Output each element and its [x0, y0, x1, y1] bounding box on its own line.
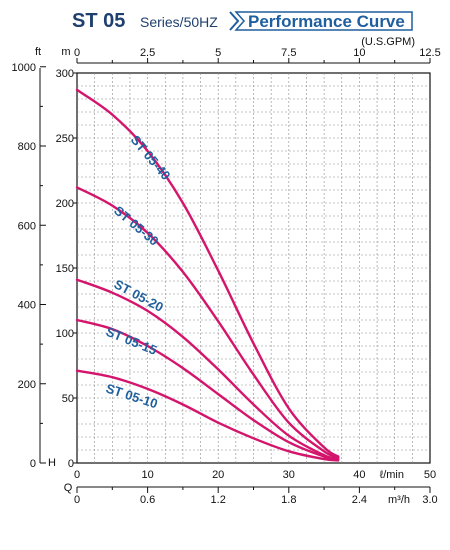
m-axis-tick-label: 300 [56, 68, 74, 80]
x-axis-tick-label: 40 [353, 469, 365, 481]
curve-st-05-10 [75, 369, 340, 462]
top-axis-tick-label: 12.5 [419, 47, 440, 59]
x-axis-tick-label: 30 [283, 469, 295, 481]
m-axis-tick-label: 200 [56, 198, 74, 210]
m3h-unit-label: m³/h [388, 494, 410, 506]
m3h-axis-tick-label: 2.4 [352, 494, 367, 506]
curves [75, 88, 340, 462]
ft-axis-tick-label: 200 [18, 379, 36, 391]
x-axis-tick-label: 20 [212, 469, 224, 481]
top-axis-tick-label: 0 [74, 47, 80, 59]
curve-st-05-40 [75, 88, 340, 458]
model-title: ST 05 [72, 10, 125, 32]
series-label: Series/50HZ [140, 14, 218, 30]
header: ST 05 Series/50HZ Performance Curve [72, 10, 413, 32]
m3h-axis-tick-label: 1.8 [281, 494, 296, 506]
m-axis-tick-label: 250 [56, 133, 74, 145]
m3h-axis-tick-label: 0.6 [140, 494, 155, 506]
lpm-unit-label: ℓ/min [380, 469, 404, 481]
m-axis-tick-label: 150 [56, 263, 74, 275]
x-axis-tick-label: 0 [74, 469, 80, 481]
top-axis-tick-label: 10 [353, 47, 365, 59]
m3h-axis-tick-label: 3.0 [422, 494, 437, 506]
title-box [234, 11, 413, 31]
curve-st-05-20 [75, 278, 340, 461]
ft-axis-tick-label: 600 [18, 220, 36, 232]
curve-st-05-15 [75, 318, 340, 461]
x-axis-tick-label: 10 [141, 469, 153, 481]
m-axis-tick-label: 100 [56, 328, 74, 340]
header-divider [229, 11, 240, 31]
flow-label: Q [64, 482, 73, 494]
head-label: H [48, 457, 56, 469]
axes: 0 2.5 5 7.5 10 12.5(U.S.GPM)02004006008001000… [12, 36, 441, 506]
top-axis-tick-label: 2.5 [140, 47, 155, 59]
ft-axis-tick-label: 800 [18, 141, 36, 153]
ft-axis-tick-label: 0 [30, 458, 36, 470]
ft-unit-label: ft [35, 46, 41, 58]
curve-title: Performance Curve [248, 12, 405, 31]
m-axis-tick-label: 0 [68, 458, 74, 470]
x-axis-tick-label: 50 [424, 469, 436, 481]
m3h-axis-tick-label: 1.2 [211, 494, 226, 506]
m3h-axis-tick-label: 0 [74, 494, 80, 506]
top-axis-tick-label: 5 [215, 47, 221, 59]
curve-st-05-30 [75, 186, 340, 459]
m-unit-label: m [61, 46, 70, 58]
ft-axis-tick-label: 400 [18, 300, 36, 312]
gpm-unit-label: (U.S.GPM) [361, 36, 415, 48]
m-axis-tick-label: 50 [62, 393, 74, 405]
top-axis-tick-label: 7.5 [281, 47, 296, 59]
ft-axis-tick-label: 1000 [12, 62, 36, 74]
